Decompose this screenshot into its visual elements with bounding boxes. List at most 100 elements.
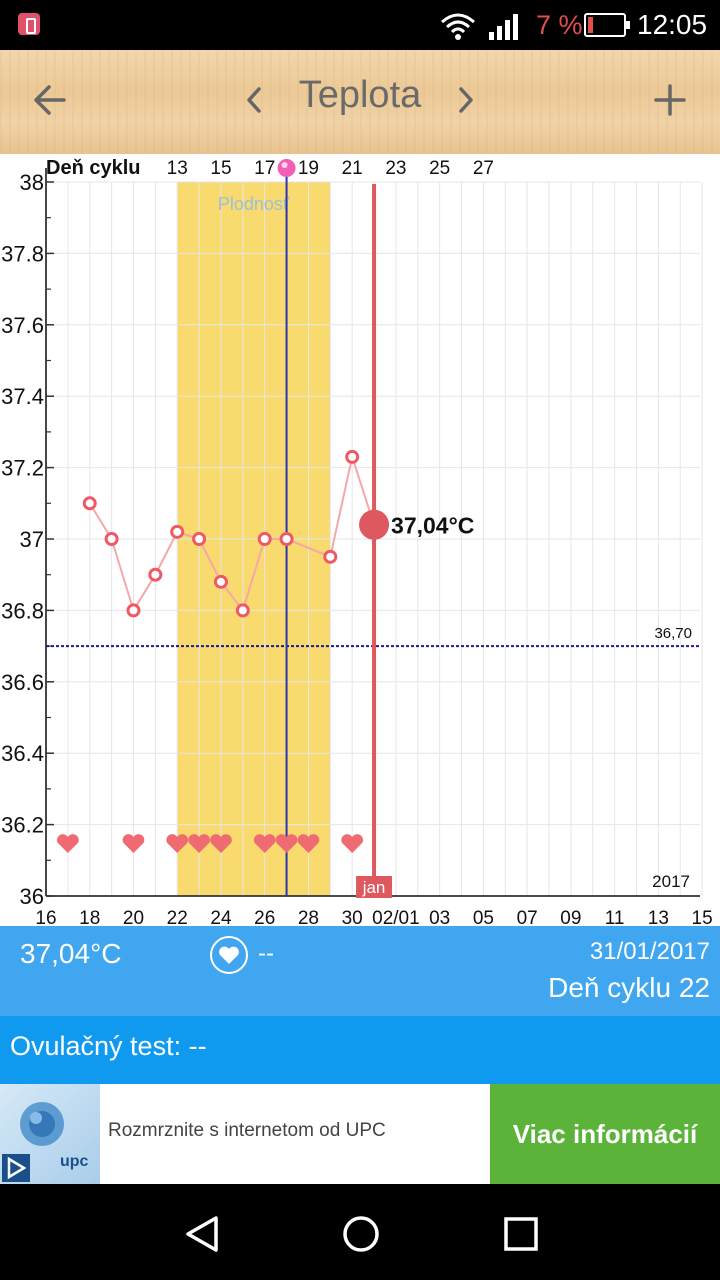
back-nav-icon[interactable] bbox=[180, 1212, 224, 1256]
ad-banner[interactable]: upc Rozmrznite s internetom od UPC Viac … bbox=[0, 1084, 720, 1184]
x-tick-label: 13 bbox=[648, 908, 669, 926]
temperature-point bbox=[257, 532, 272, 546]
x-tick-label: 22 bbox=[167, 908, 188, 926]
recents-nav-icon[interactable] bbox=[499, 1212, 543, 1256]
month-label: jan bbox=[362, 878, 386, 897]
intercourse-value: -- bbox=[258, 940, 274, 967]
temperature-point bbox=[213, 574, 228, 589]
cycle-axis-label: Deň cyklu bbox=[46, 157, 140, 179]
temperature-point bbox=[235, 603, 250, 618]
clock: 12:05 bbox=[637, 9, 708, 40]
y-tick-label: 37.6 bbox=[1, 313, 44, 338]
x-tick-label: 24 bbox=[210, 908, 232, 926]
x-tick-label: 05 bbox=[473, 908, 494, 926]
y-tick-label: 36.8 bbox=[1, 598, 44, 623]
temperature-chart[interactable]: 38 37.8 37.6 37.4 37.2 37 36.8 36.6 36.4 36.2 36 16… bbox=[0, 154, 720, 926]
y-tick-label: 37.4 bbox=[1, 384, 44, 409]
cycle-tick-label: 27 bbox=[473, 158, 494, 179]
y-tick-label: 36 bbox=[20, 884, 44, 909]
navigation-bar bbox=[0, 1184, 720, 1280]
ovulation-test-label: Ovulačný test: -- bbox=[10, 1031, 207, 1061]
ovulation-marker-highlight bbox=[281, 162, 288, 168]
ovulation-marker bbox=[277, 159, 296, 177]
y-tick-label: 36.4 bbox=[1, 741, 44, 766]
cycle-tick-label: 21 bbox=[342, 158, 363, 179]
x-tick-label: 15 bbox=[692, 908, 713, 926]
cycle-tick-label: 13 bbox=[167, 158, 188, 179]
heart-marker bbox=[210, 834, 232, 853]
heart-marker bbox=[122, 834, 145, 853]
ovulation-test-bar[interactable]: Ovulačný test: -- bbox=[0, 1016, 720, 1084]
cycle-tick-label: 19 bbox=[298, 158, 319, 179]
cycle-tick-label: 17 bbox=[254, 158, 275, 179]
y-tick-label: 37.8 bbox=[1, 241, 44, 266]
selected-temperature: 37,04°C bbox=[20, 938, 122, 969]
x-tick-label: 30 bbox=[342, 908, 363, 926]
fertile-label: Plodnosť bbox=[218, 194, 290, 214]
intercourse-button[interactable] bbox=[210, 936, 248, 974]
battery-icon bbox=[584, 13, 630, 37]
temperature-point bbox=[192, 532, 207, 546]
x-tick-label: 07 bbox=[517, 908, 538, 926]
battery-percent: 7 % bbox=[536, 10, 583, 40]
x-tick-label: 20 bbox=[123, 908, 144, 926]
previous-button[interactable] bbox=[236, 74, 272, 126]
y-tick-label: 37 bbox=[20, 527, 44, 552]
x-tick-label: 16 bbox=[35, 908, 56, 926]
x-tick-label: 18 bbox=[79, 908, 100, 926]
temperature-point bbox=[323, 549, 338, 564]
chevron-left-icon bbox=[247, 87, 261, 113]
y-tick-label: 37.2 bbox=[1, 456, 44, 481]
next-button[interactable] bbox=[448, 74, 484, 126]
add-button[interactable] bbox=[644, 74, 696, 126]
upc-logo[interactable]: upc bbox=[0, 1084, 100, 1184]
x-tick-label: 03 bbox=[429, 908, 450, 926]
selected-temperature-point bbox=[359, 509, 390, 540]
x-tick-label: 26 bbox=[254, 908, 275, 926]
status-bar: 7 % 12:05 bbox=[0, 0, 720, 50]
cycle-tick-label: 15 bbox=[210, 158, 231, 179]
temperature-chart-svg[interactable]: 38 37.8 37.6 37.4 37.2 37 36.8 36.6 36.4 36.2 3616… bbox=[0, 154, 720, 926]
selected-date: 31/01/2017 bbox=[589, 938, 710, 965]
heart-marker bbox=[188, 834, 210, 853]
ad-cta-button[interactable]: Viac informácií bbox=[490, 1084, 720, 1184]
year-label: 2017 bbox=[652, 872, 690, 891]
cycle-tick-label: 23 bbox=[385, 158, 406, 179]
app-header: Teplota bbox=[0, 50, 720, 154]
temperature-point bbox=[126, 603, 141, 618]
back-button[interactable] bbox=[24, 74, 76, 126]
arrow-left-icon bbox=[34, 85, 66, 115]
upc-globe-icon: upc bbox=[20, 1102, 89, 1170]
plus-icon bbox=[654, 84, 686, 116]
heart-marker bbox=[57, 834, 79, 853]
cycle-day: Deň cyklu 22 bbox=[548, 972, 710, 1003]
home-nav-icon[interactable] bbox=[339, 1212, 383, 1256]
cycle-tick-label: 25 bbox=[429, 158, 450, 179]
adchoices-icon[interactable] bbox=[2, 1154, 30, 1182]
y-tick-label: 38 bbox=[20, 170, 44, 195]
page-title: Teplota bbox=[298, 74, 422, 116]
coverline-label: 36,70 bbox=[654, 625, 692, 642]
signal-icon bbox=[489, 14, 518, 40]
wifi-icon bbox=[441, 13, 475, 40]
heart-icon bbox=[219, 946, 239, 964]
temperature-point bbox=[82, 496, 97, 511]
notification-app-icon bbox=[18, 13, 40, 35]
temperature-point bbox=[148, 567, 163, 582]
heart-marker bbox=[341, 834, 364, 853]
temperature-point bbox=[170, 524, 185, 539]
x-tick-label: 28 bbox=[298, 908, 319, 926]
y-tick-label: 36.2 bbox=[1, 813, 44, 838]
heart-marker bbox=[253, 834, 276, 853]
selected-temperature-label: 37,04°C bbox=[391, 513, 474, 539]
heart-marker bbox=[275, 834, 298, 853]
info-bar: 37,04°C -- 31/01/2017 Deň cyklu 22 bbox=[0, 926, 720, 1016]
month-badge bbox=[356, 876, 393, 898]
heart-marker bbox=[297, 834, 320, 853]
temperature-point bbox=[345, 449, 360, 464]
ad-brand: upc bbox=[60, 1153, 89, 1170]
x-tick-label: 11 bbox=[605, 908, 625, 926]
x-tick-label: 02/01 bbox=[372, 908, 420, 926]
ad-text: Rozmrznite s internetom od UPC bbox=[108, 1120, 386, 1141]
x-tick-label: 09 bbox=[560, 908, 581, 926]
